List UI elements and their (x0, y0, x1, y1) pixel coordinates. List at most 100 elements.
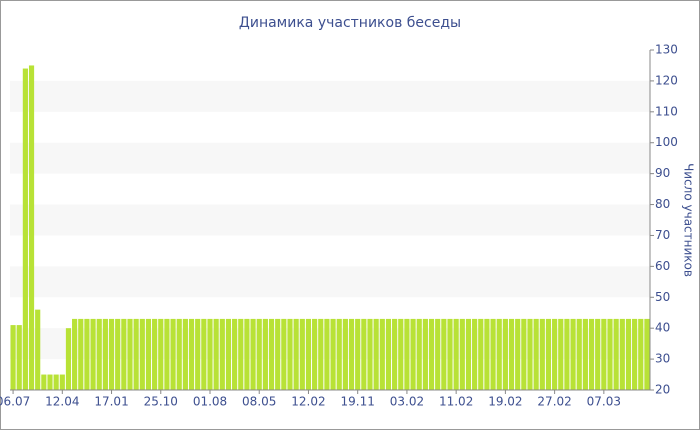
bar (256, 318, 262, 390)
bar (404, 318, 410, 390)
bar (484, 318, 490, 390)
bar (619, 318, 625, 390)
bar (416, 318, 422, 390)
bar (330, 318, 336, 390)
bar (145, 318, 152, 390)
bar (385, 318, 392, 390)
bar (410, 318, 416, 390)
bar (453, 318, 459, 390)
x-tick-label: 11.02 (439, 395, 473, 409)
x-tick-label: 12.04 (45, 395, 79, 409)
bar (121, 318, 127, 390)
bar (53, 374, 59, 390)
x-tick-label: 01.08 (193, 395, 227, 409)
bar (613, 318, 619, 390)
x-tick-label: 12.02 (291, 395, 325, 409)
bar (312, 318, 318, 390)
bar (533, 318, 539, 390)
bar (207, 318, 213, 390)
bar (102, 318, 108, 390)
bar (115, 318, 121, 390)
bar (16, 325, 22, 390)
x-tick-label: 07.03 (587, 395, 621, 409)
bar (638, 318, 644, 390)
bar (287, 318, 293, 390)
bar (545, 318, 552, 390)
bar (28, 65, 35, 391)
bar (281, 318, 287, 390)
bar (22, 68, 28, 390)
bar (84, 318, 90, 390)
bar (219, 318, 225, 390)
bar (96, 318, 102, 390)
grid-band (10, 80, 650, 112)
bar (59, 374, 65, 390)
bar (78, 318, 84, 390)
bar (355, 318, 361, 390)
bar (268, 318, 275, 390)
y-tick-label: 60 (655, 259, 670, 273)
bar (576, 318, 582, 390)
bar (373, 318, 379, 390)
bar (644, 318, 650, 390)
bar (293, 318, 299, 390)
x-tick-label: 08.05 (242, 395, 276, 409)
bar (508, 318, 515, 390)
bar (515, 318, 521, 390)
bar (496, 318, 502, 390)
bar (244, 318, 250, 390)
bar (465, 318, 472, 390)
bar (108, 318, 115, 390)
bar (47, 374, 53, 390)
bar (459, 318, 465, 390)
bar (398, 318, 404, 390)
bar (478, 318, 484, 390)
bar (447, 318, 453, 390)
y-axis-label: Число участников (682, 163, 696, 277)
bar (441, 318, 447, 390)
bar (139, 318, 145, 390)
bar (299, 318, 305, 390)
bar (422, 318, 428, 390)
bar (152, 318, 158, 390)
bar (182, 318, 188, 390)
bar (195, 318, 201, 390)
grid-band (10, 142, 650, 174)
x-tick-label: 17.01 (94, 395, 128, 409)
bar (564, 318, 570, 390)
bar (188, 318, 195, 390)
bar (361, 318, 367, 390)
bar (428, 318, 435, 390)
bar (10, 325, 16, 390)
bar (35, 309, 41, 390)
bar (342, 318, 348, 390)
bar (318, 318, 324, 390)
bar (336, 318, 342, 390)
y-tick-label: 100 (655, 135, 678, 149)
bar (65, 328, 72, 390)
grid-band (10, 266, 650, 298)
y-tick-label: 70 (655, 228, 670, 242)
y-tick-label: 90 (655, 166, 670, 180)
bar (392, 318, 398, 390)
x-tick-label: 06.07 (0, 395, 30, 409)
bar (232, 318, 238, 390)
bar (379, 318, 385, 390)
y-tick-label: 110 (655, 104, 678, 118)
x-tick-label: 19.11 (341, 395, 375, 409)
bar (502, 318, 508, 390)
bar (250, 318, 256, 390)
x-tick-label: 19.02 (488, 395, 522, 409)
bar (201, 318, 207, 390)
bar (625, 318, 632, 390)
x-tick-label: 25.10 (144, 395, 178, 409)
bar (72, 318, 78, 390)
y-tick-label: 20 (655, 383, 670, 397)
y-tick-label: 80 (655, 197, 670, 211)
bar (539, 318, 545, 390)
bar (570, 318, 576, 390)
bar (305, 318, 312, 390)
bar (262, 318, 268, 390)
bar (348, 318, 355, 390)
